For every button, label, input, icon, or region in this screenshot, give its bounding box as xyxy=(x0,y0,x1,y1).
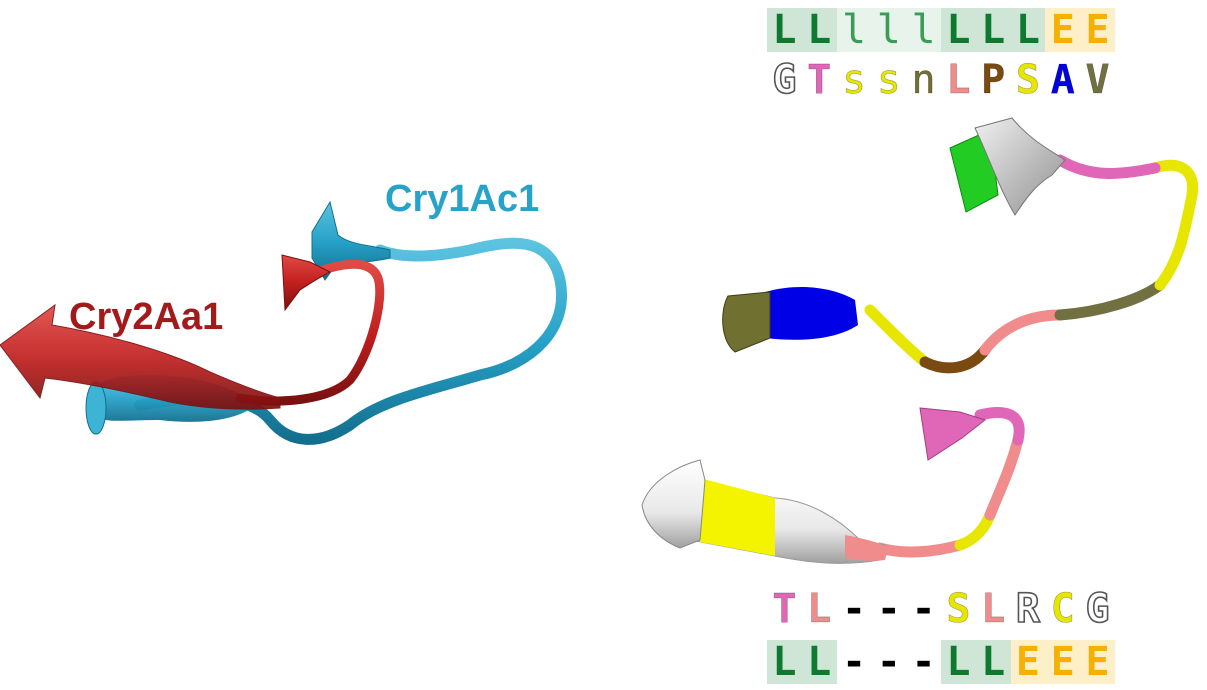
aa-cell: G xyxy=(772,57,798,103)
ss-cell: L xyxy=(767,8,802,52)
aa-cell: V xyxy=(1085,57,1110,103)
ss-cell: E xyxy=(1010,640,1046,684)
ss-cell: - xyxy=(876,639,901,685)
aa-cell: C xyxy=(1050,586,1075,632)
aa-cell: s xyxy=(876,57,901,103)
aa-cell: - xyxy=(841,586,867,632)
ss-cell: L xyxy=(975,8,1011,52)
ss-cell: - xyxy=(841,639,867,685)
cry2aa1-label: Cry2Aa1 xyxy=(69,296,224,338)
ss-cell: l xyxy=(906,8,941,52)
ss-cell: L xyxy=(801,640,837,684)
aa-cell: P xyxy=(981,57,1006,103)
cry1ac1-label: Cry1Ac1 xyxy=(385,178,540,220)
aa-cell: L xyxy=(807,586,832,632)
aa-cell: - xyxy=(911,586,936,632)
aa-cell: A xyxy=(1050,57,1075,103)
aa-cell: s xyxy=(841,57,867,103)
aa-cell: L xyxy=(981,586,1006,632)
colored-loop-bottom xyxy=(641,407,1025,564)
aa-cell: - xyxy=(876,586,901,632)
ss-cell: E xyxy=(1080,640,1115,684)
aa-cell: S xyxy=(1015,57,1041,103)
ss-cell: E xyxy=(1045,8,1081,52)
ss-cell: L xyxy=(940,640,976,684)
ss-cell: - xyxy=(911,639,936,685)
aa-cell: S xyxy=(946,586,971,632)
colored-loop-top xyxy=(722,117,1199,374)
aa-cell: n xyxy=(911,57,936,103)
ss-cell: L xyxy=(940,8,976,52)
ss-cell: l xyxy=(871,8,907,52)
aa-cell: G xyxy=(1085,586,1111,632)
ss-cell: L xyxy=(767,640,802,684)
aa-cell: T xyxy=(772,586,797,632)
aa-cell: T xyxy=(807,57,832,103)
ss-cell: L xyxy=(975,640,1011,684)
aa-cell: L xyxy=(946,57,971,103)
aa-cell: R xyxy=(1015,586,1041,632)
ss-cell: L xyxy=(1010,8,1046,52)
ss-cell: E xyxy=(1080,8,1115,52)
ss-cell: E xyxy=(1045,640,1081,684)
ss-cell: l xyxy=(836,8,872,52)
ss-cell: L xyxy=(801,8,837,52)
cry2aa1-ribbon xyxy=(0,254,385,410)
